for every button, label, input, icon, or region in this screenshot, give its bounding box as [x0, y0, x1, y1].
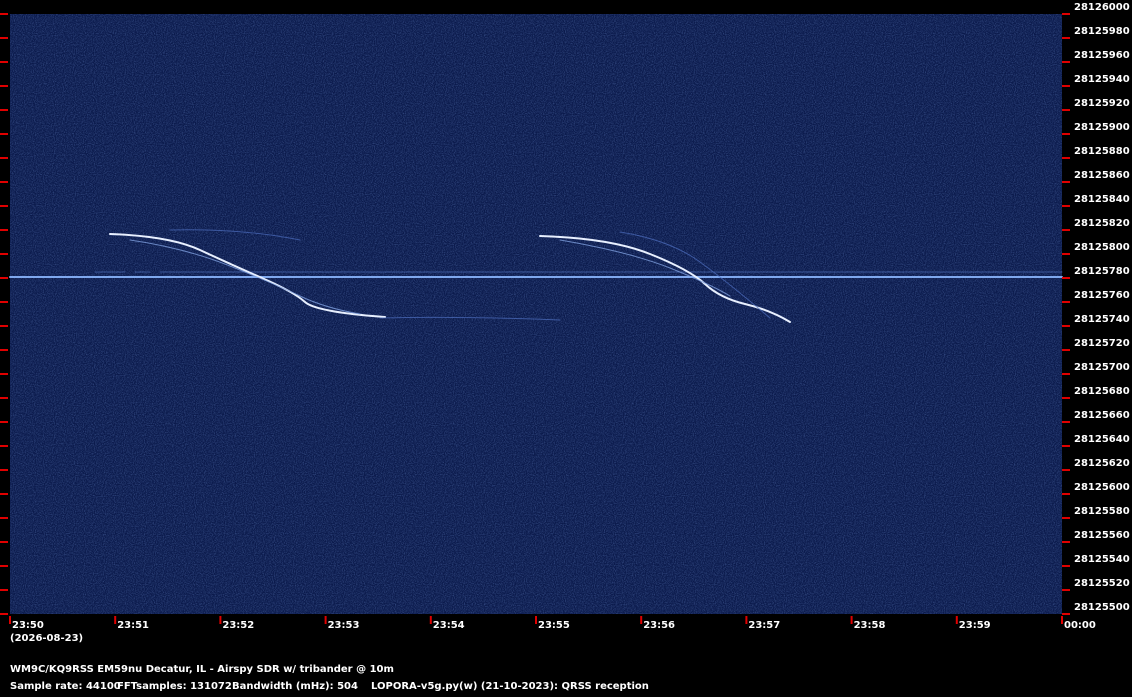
software: LOPORA-v5g.py(w) (21-10-2023): QRSS rece… — [371, 681, 649, 692]
fft-samples: FFTsamples: 131072 — [117, 681, 232, 692]
y-tick-label: 28125900 — [1074, 122, 1130, 133]
y-tick-label: 28125580 — [1074, 506, 1130, 517]
x-tick-label: 23:55 — [538, 620, 570, 631]
y-tick-label: 28125980 — [1074, 26, 1130, 37]
y-tick-label: 28125700 — [1074, 362, 1130, 373]
y-tick-label: 28125620 — [1074, 458, 1130, 469]
y-tick-label: 28125860 — [1074, 170, 1130, 181]
y-tick-label: 28125780 — [1074, 266, 1130, 277]
y-tick-label: 28126000 — [1074, 2, 1130, 13]
date-label: (2026-08-23) — [10, 633, 83, 644]
x-tick-label: 23:51 — [117, 620, 149, 631]
y-tick-label: 28125500 — [1074, 602, 1130, 613]
y-tick-label: 28125820 — [1074, 218, 1130, 229]
x-tick-label: 23:58 — [854, 620, 886, 631]
y-tick-label: 28125560 — [1074, 530, 1130, 541]
x-tick-label: 00:00 — [1064, 620, 1096, 631]
sample-rate: Sample rate: 44100 — [10, 681, 121, 692]
x-tick-label: 23:59 — [959, 620, 991, 631]
y-tick-label: 28125840 — [1074, 194, 1130, 205]
y-tick-label: 28125740 — [1074, 314, 1130, 325]
y-tick-label: 28125880 — [1074, 146, 1130, 157]
y-tick-label: 28125920 — [1074, 98, 1130, 109]
y-tick-label: 28125960 — [1074, 50, 1130, 61]
y-tick-label: 28125800 — [1074, 242, 1130, 253]
y-tick-label: 28125680 — [1074, 386, 1130, 397]
y-tick-label: 28125600 — [1074, 482, 1130, 493]
y-tick-label: 28125640 — [1074, 434, 1130, 445]
signal-traces — [9, 229, 1063, 323]
y-tick-label: 28125720 — [1074, 338, 1130, 349]
noise — [10, 14, 1062, 614]
y-tick-label: 28125940 — [1074, 74, 1130, 85]
y-tick-label: 28125660 — [1074, 410, 1130, 421]
x-tick-label: 23:57 — [748, 620, 780, 631]
y-tick-label: 28125760 — [1074, 290, 1130, 301]
x-tick-label: 23:54 — [433, 620, 465, 631]
x-tick-label: 23:52 — [222, 620, 254, 631]
x-tick-label: 23:53 — [328, 620, 360, 631]
x-tick-label: 23:50 — [12, 620, 44, 631]
y-tick-label: 28125520 — [1074, 578, 1130, 589]
bandwidth: Bandwidth (mHz): 504 — [232, 681, 358, 692]
x-tick-label: 23:56 — [643, 620, 675, 631]
station-info: WM9C/KQ9RSS EM59nu Decatur, IL - Airspy … — [10, 664, 394, 675]
y-tick-label: 28125540 — [1074, 554, 1130, 565]
